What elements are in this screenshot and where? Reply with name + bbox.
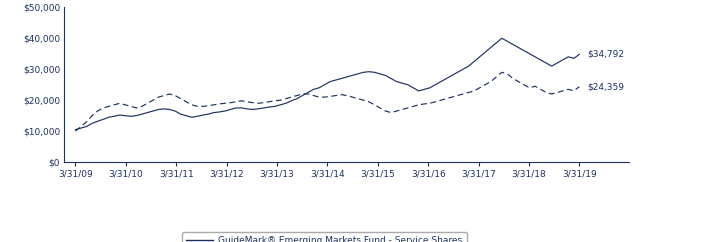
- Legend: GuideMark® Emerging Markets Fund - Service Shares, MSCI Emerging Markets Index: GuideMark® Emerging Markets Fund - Servi…: [182, 232, 467, 242]
- Text: $34,792: $34,792: [588, 50, 625, 59]
- Text: $24,359: $24,359: [588, 82, 625, 91]
